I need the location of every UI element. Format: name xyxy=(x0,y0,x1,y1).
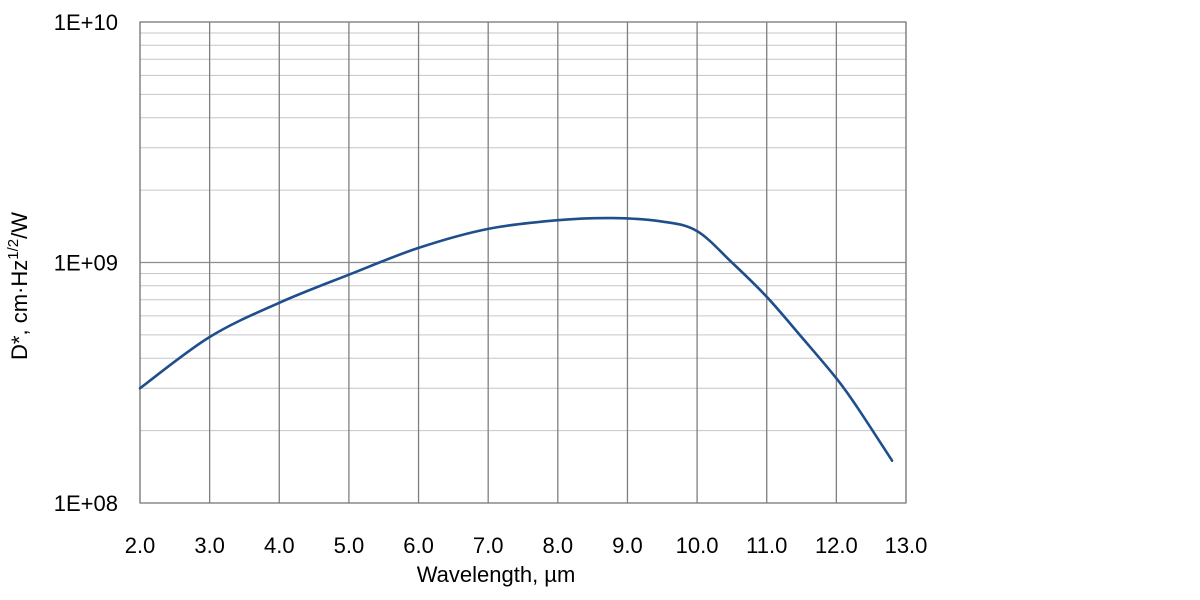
plot-frame xyxy=(139,21,907,504)
x-tick-labels: 2.0 3.0 4.0 5.0 6.0 7.0 8.0 9.0 10.0 11.0 12.0 13.0 xyxy=(125,533,928,558)
y-tick-label: 1E+09 xyxy=(54,251,118,276)
y-tick-labels: 1E+08 1E+09 1E+10 xyxy=(54,10,118,516)
x-tick-label: 10.0 xyxy=(676,533,719,558)
x-tick-label: 11.0 xyxy=(746,533,787,558)
detectivity-curve xyxy=(138,216,894,462)
grid xyxy=(139,21,907,504)
x-tick-label: 2.0 xyxy=(125,533,156,558)
y-tick-label: 1E+08 xyxy=(54,491,118,516)
x-axis-title: Wavelength, µm xyxy=(417,562,576,587)
x-tick-label: 9.0 xyxy=(612,533,643,558)
y-axis-title-exponent: 1/2 xyxy=(5,239,22,260)
y-axis-title-suffix: /W xyxy=(7,212,32,239)
x-tick-label: 6.0 xyxy=(403,533,434,558)
y-axis-title-prefix: D*, cm·Hz xyxy=(7,260,32,360)
x-tick-label: 12.0 xyxy=(815,533,858,558)
x-tick-label: 3.0 xyxy=(194,533,225,558)
x-tick-label: 13.0 xyxy=(885,533,928,558)
x-tick-label: 5.0 xyxy=(334,533,365,558)
y-axis-title: D*, cm·Hz1/2/W xyxy=(5,212,32,360)
x-tick-label: 4.0 xyxy=(264,533,295,558)
y-tick-label: 1E+10 xyxy=(54,10,118,35)
x-tick-label: 7.0 xyxy=(473,533,504,558)
x-tick-label: 8.0 xyxy=(543,533,574,558)
